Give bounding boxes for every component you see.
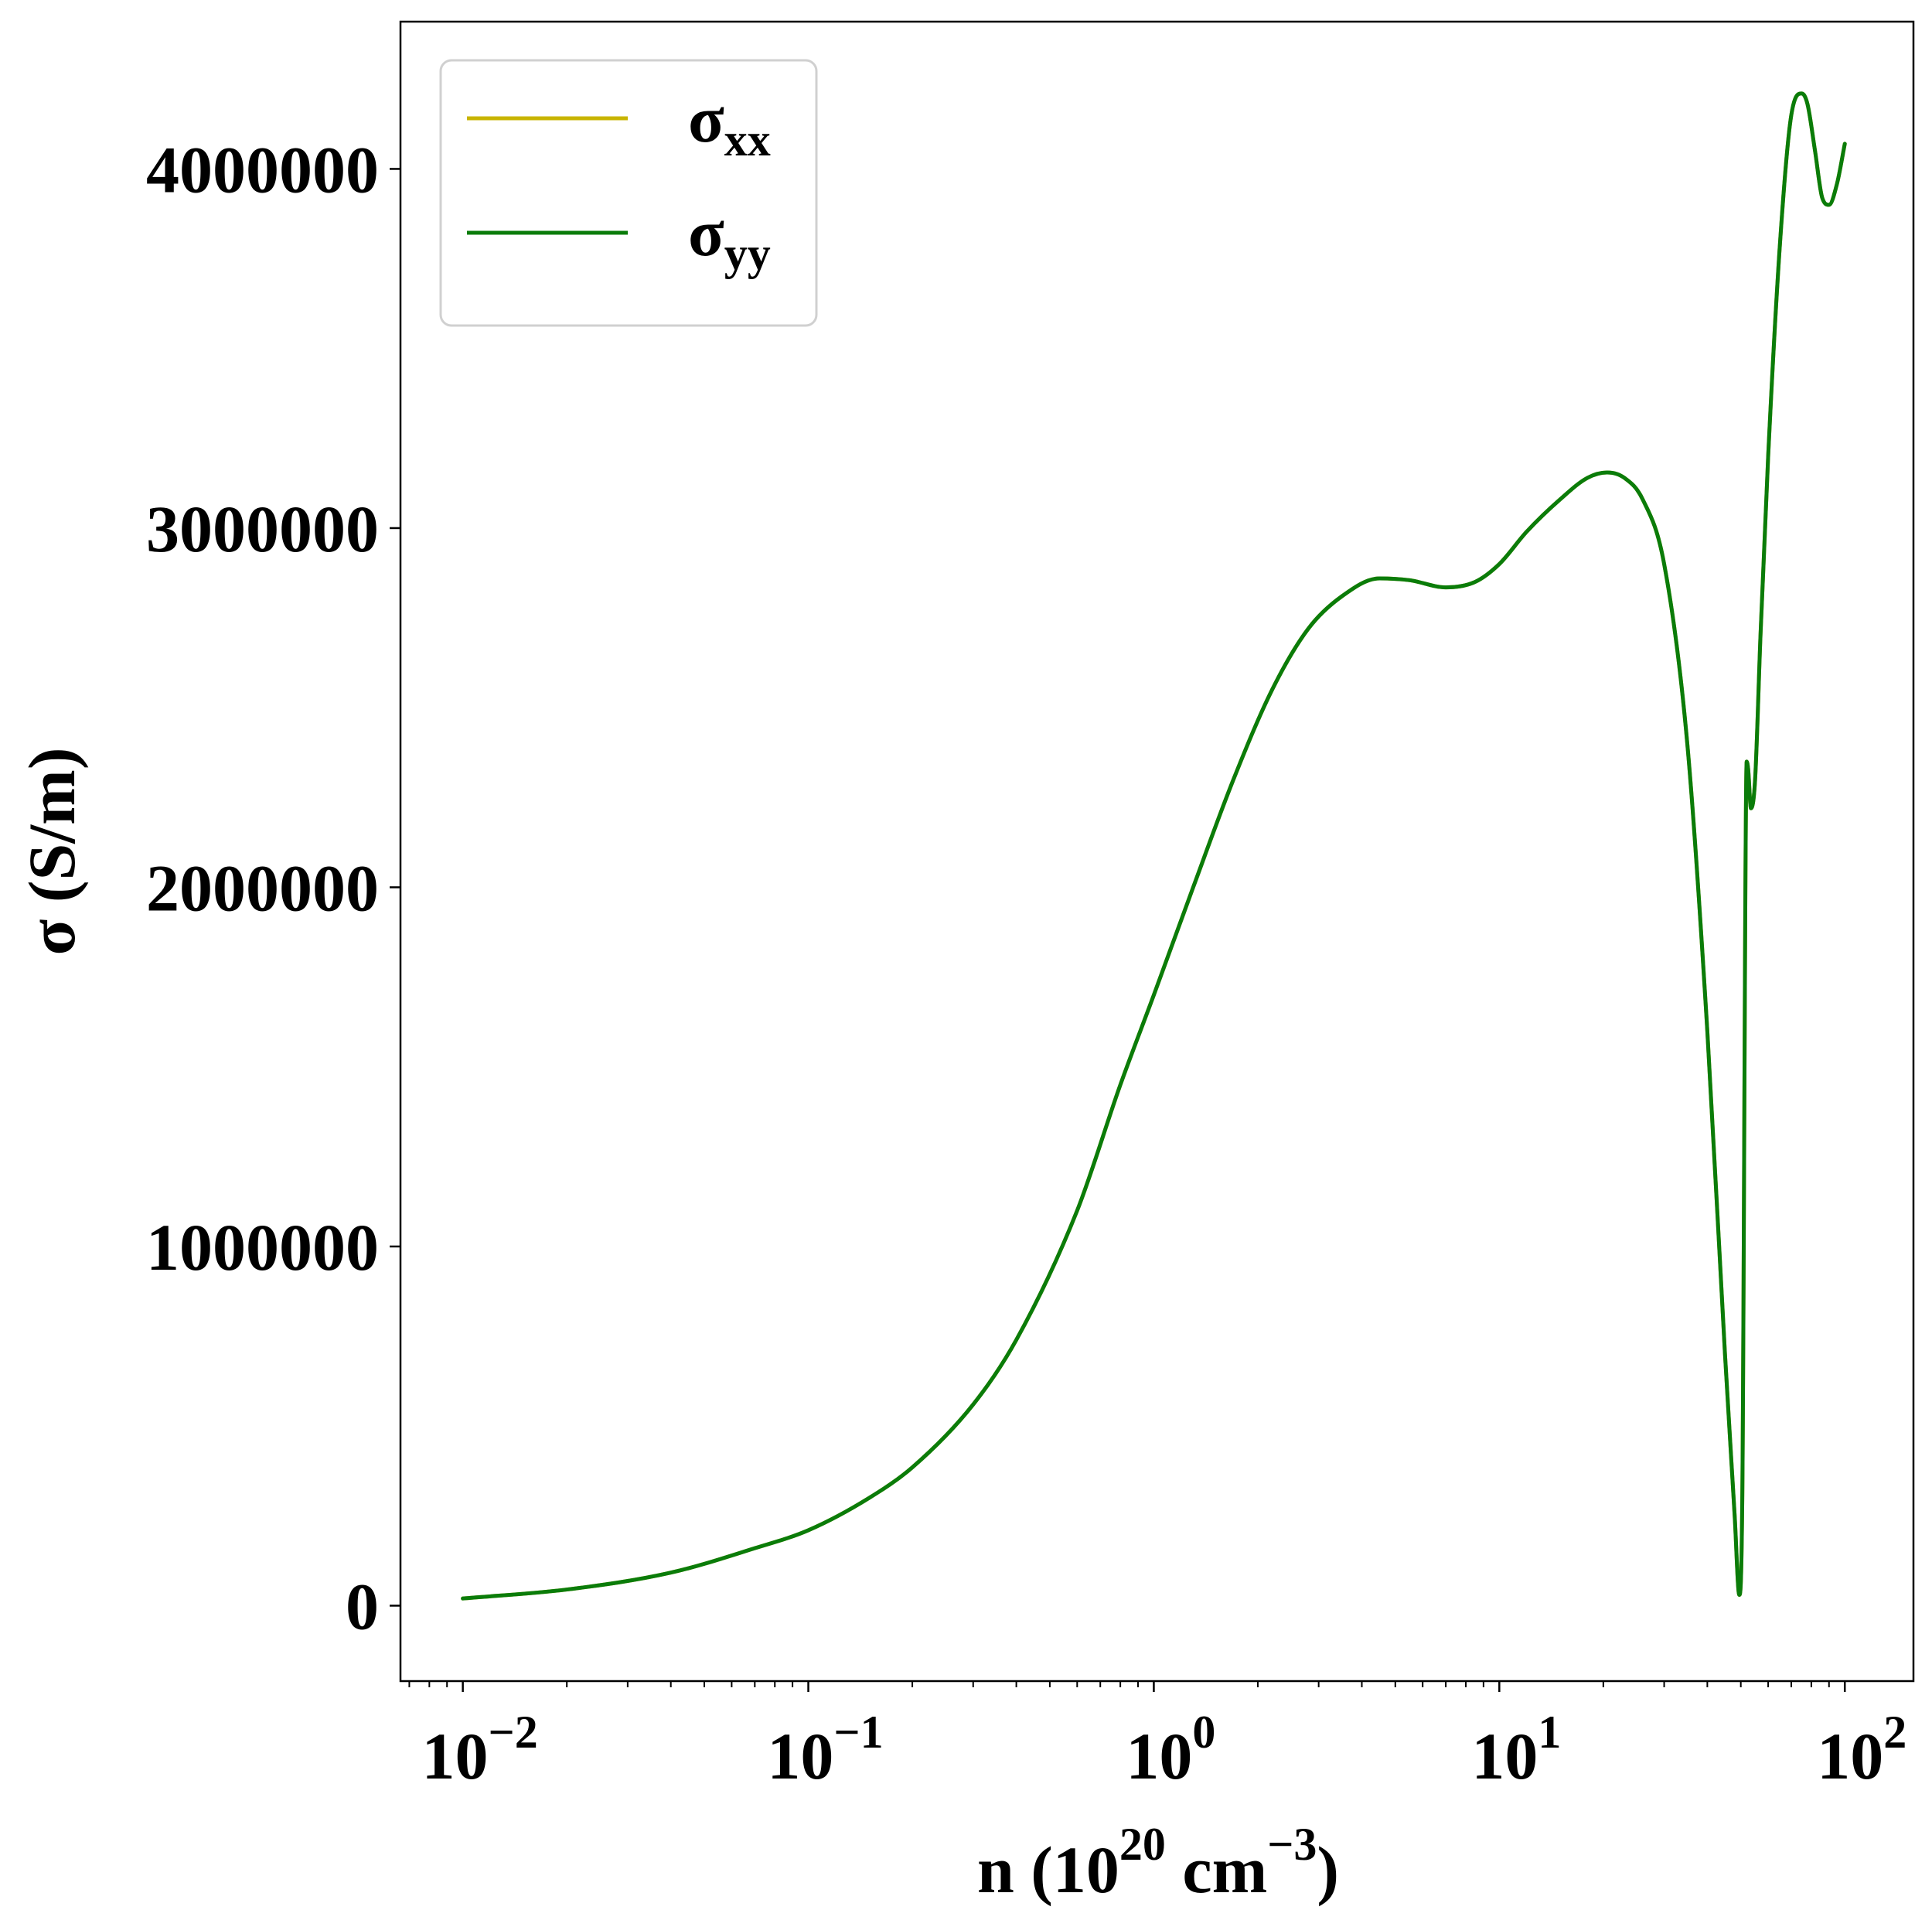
x-tick-label: 10−1 [767, 1707, 883, 1793]
x-tick-label: 100 [1126, 1707, 1215, 1793]
y-tick-label: 3000000 [146, 492, 379, 566]
x-tick-label-exponent: 2 [1883, 1707, 1906, 1758]
x-tick-label-base: 10 [1817, 1719, 1883, 1793]
x-tick-label-base: 10 [767, 1719, 833, 1793]
legend-box [439, 59, 818, 327]
y-axis-label: σ (S/m) [15, 748, 89, 956]
x-axis-label-mid: cm [1166, 1833, 1267, 1907]
x-axis-label-sup1: 20 [1119, 1819, 1166, 1870]
legend-label-sigma-xx-symbol: σ [688, 82, 724, 156]
x-axis-label-end: ) [1317, 1833, 1339, 1907]
x-tick-label: 10−2 [422, 1707, 538, 1793]
x-tick-label-exponent: 1 [1538, 1707, 1561, 1758]
y-tick-label: 1000000 [146, 1210, 379, 1284]
x-tick-label: 102 [1817, 1707, 1906, 1793]
y-tick-label: 0 [346, 1569, 379, 1643]
legend: σxx σyy [439, 59, 818, 327]
y-tick-label: 2000000 [146, 851, 379, 925]
x-axis-label: n (1020 cm−3) [977, 1819, 1339, 1907]
plot-area-frame [399, 20, 1915, 1683]
x-tick-label-base: 10 [1471, 1719, 1538, 1793]
x-tick-label-base: 10 [422, 1719, 489, 1793]
series-layer [461, 91, 1847, 1601]
series-line-sigma-yy [461, 91, 1847, 1601]
legend-label-sigma-xx: σxx [688, 82, 771, 165]
y-tick-label: 4000000 [146, 132, 379, 206]
legend-label-sigma-yy: σyy [688, 196, 771, 279]
legend-label-sigma-yy-sub: yy [724, 228, 771, 279]
x-tick-label-exponent: −1 [833, 1707, 883, 1758]
x-axis-label-main: n (10 [977, 1833, 1119, 1907]
legend-label-sigma-xx-sub: xx [724, 114, 771, 165]
x-axis-label-sup2: −3 [1267, 1819, 1317, 1870]
x-tick-label-exponent: 0 [1192, 1707, 1215, 1758]
legend-label-sigma-yy-symbol: σ [688, 196, 724, 270]
x-tick-label: 101 [1471, 1707, 1561, 1793]
x-tick-label-exponent: −2 [489, 1707, 538, 1758]
x-tick-label-base: 10 [1126, 1719, 1192, 1793]
